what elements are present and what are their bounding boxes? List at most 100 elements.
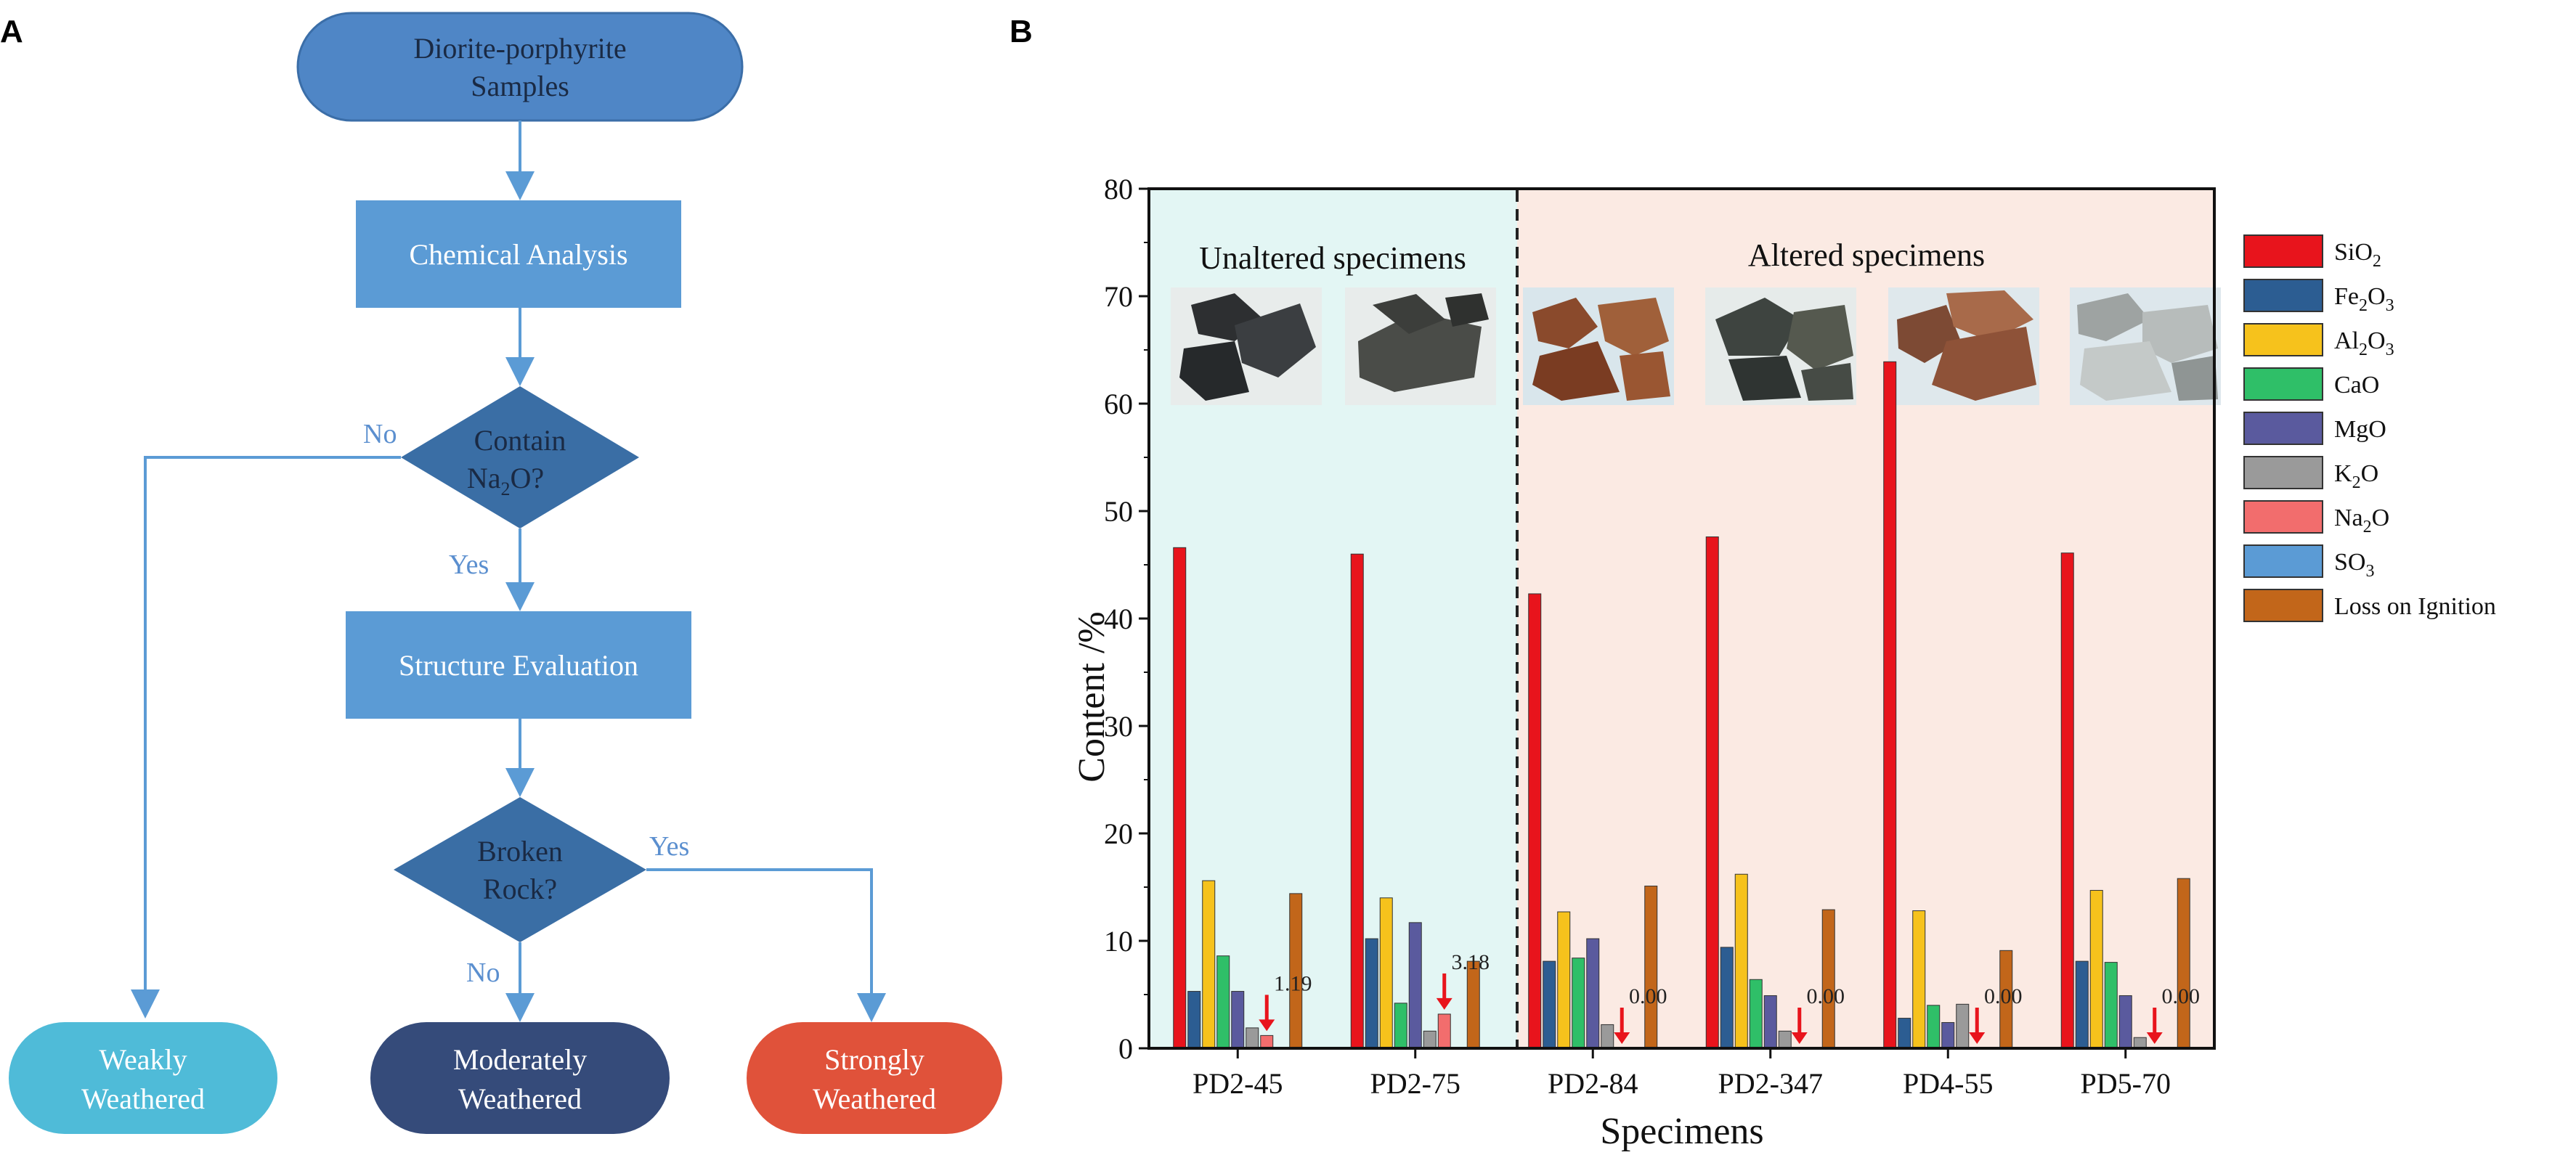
legend-label: MgO (2334, 416, 2386, 443)
bar-k2o-pd2-347 (1778, 1030, 1792, 1049)
bar-fe2o3-pd2-84 (1543, 960, 1556, 1049)
bar-cao-pd2-84 (1572, 958, 1585, 1049)
x-tick-label: PD2-347 (1718, 1067, 1823, 1100)
x-tick-label: PD2-45 (1192, 1067, 1283, 1100)
rock-shape (1358, 312, 1482, 392)
chemical-analysis-node: Chemical Analysis (356, 200, 681, 308)
bar-fe2o3-pd2-45 (1187, 991, 1201, 1049)
rock-shape (2077, 293, 2150, 341)
bar-loss-on-ignition-pd2-347 (1821, 909, 1835, 1049)
weakly-line2: Weathered (81, 1082, 205, 1115)
legend-label: K2O (2334, 460, 2378, 492)
bar-al2o3-pd4-55 (1912, 910, 1926, 1049)
bar-loss-on-ignition-pd5-70 (2177, 878, 2190, 1049)
decision-contain-line1: Contain (474, 424, 566, 457)
arrow-yes-to-strong (646, 868, 886, 1022)
start-node-line1: Diorite-porphyrite (413, 32, 626, 65)
na2o-annotation-label: 3.18 (1452, 950, 1490, 974)
rock-shape (1620, 351, 1670, 401)
legend-swatch (2243, 589, 2323, 622)
legend-swatch (2243, 234, 2323, 268)
bar-fe2o3-pd4-55 (1898, 1018, 1911, 1049)
legend-label: Fe2O3 (2334, 283, 2394, 315)
legend-label: Loss on Ignition (2334, 593, 2496, 620)
weakly-line1: Weakly (99, 1043, 187, 1076)
chemical-analysis-label: Chemical Analysis (409, 238, 627, 271)
rock-shape (1179, 341, 1249, 401)
structure-evaluation-shape (346, 611, 691, 719)
bar-mgo-pd2-45 (1231, 991, 1245, 1049)
bar-cao-pd4-55 (1927, 1005, 1941, 1049)
legend-label: SiO2 (2334, 239, 2381, 271)
y-axis: 0 10 20 30 40 50 60 70 80 (1104, 173, 1149, 1065)
decision-contain-na2o-shape (401, 386, 639, 528)
y-axis-title: Content /% (1071, 611, 1113, 782)
bar-marks (1173, 361, 2190, 1049)
panel-b-chart: B Unaltered specimens Altered specimens (1009, 14, 2569, 1152)
moderately-line2: Weathered (458, 1082, 582, 1115)
decision-contain-na2o: Contain Na2O? (401, 386, 639, 528)
na2o-annotation-arrowhead (1436, 997, 1452, 1010)
bar-fe2o3-pd2-75 (1365, 938, 1378, 1049)
rock-photo-pd5-70 (2070, 287, 2221, 405)
bar-cao-pd2-75 (1394, 1003, 1407, 1049)
y-tick-label: 40 (1104, 603, 1133, 635)
bar-na2o-pd2-75 (1437, 1013, 1451, 1049)
bar-cao-pd2-45 (1216, 955, 1230, 1049)
x-tick-label: PD4-55 (1903, 1067, 1993, 1100)
strongly-weathered-node: Strongly Weathered (747, 1022, 1002, 1134)
bar-k2o-pd2-75 (1423, 1030, 1437, 1049)
o-text: O? (511, 462, 545, 494)
chemical-analysis-shape (356, 200, 681, 308)
x-tick-label: PD2-84 (1548, 1067, 1638, 1100)
arrow-no-to-weak (131, 456, 401, 1019)
decision-broken-rock: Broken Rock? (394, 797, 646, 942)
decision-broken-line2: Rock? (483, 873, 557, 905)
bar-sio2-pd5-70 (2060, 552, 2074, 1049)
na2o-annotation-arrowhead (1259, 1019, 1275, 1032)
rock-shape (1532, 341, 1620, 401)
na2o-annotation-arrowhead (2146, 1032, 2163, 1044)
y-tick-label: 30 (1104, 710, 1133, 743)
na2o-annotation-arrowhead (1791, 1032, 1808, 1044)
weakly-weathered-node: Weakly Weathered (9, 1022, 277, 1134)
decision-broken-line1: Broken (477, 835, 563, 868)
na2o-annotation-label: 0.00 (1629, 984, 1667, 1008)
rock-shape (2080, 341, 2171, 401)
x-tick-label: PD2-75 (1370, 1067, 1460, 1100)
bar-al2o3-pd2-75 (1379, 897, 1393, 1049)
bar-na2o-pd2-45 (1260, 1034, 1274, 1049)
panel-a-flowchart: A Diorite-porphyrite Samples Chemical An… (0, 12, 1002, 1134)
na2o-annotation-label: 0.00 (2162, 984, 2201, 1008)
bar-fe2o3-pd2-347 (1720, 947, 1734, 1049)
bar-al2o3-pd5-70 (2089, 889, 2103, 1049)
x-tick-label: PD5-70 (2081, 1067, 2171, 1100)
legend-swatch (2243, 323, 2323, 356)
bar-al2o3-pd2-45 (1202, 880, 1216, 1049)
y-tick-label: 60 (1104, 388, 1133, 420)
bar-mgo-pd5-70 (2118, 995, 2132, 1049)
legend-label: CaO (2334, 372, 2379, 399)
bar-cao-pd2-347 (1749, 979, 1763, 1049)
bar-cao-pd5-70 (2104, 962, 2118, 1049)
rock-photo-pd2-75 (1345, 287, 1496, 405)
na-sub: 2 (501, 478, 511, 499)
bar-loss-on-ignition-pd2-84 (1644, 886, 1658, 1049)
legend-label: Al2O3 (2334, 327, 2394, 359)
rock-shape (1598, 298, 1669, 356)
rock-photo-pd4-55 (1888, 287, 2039, 405)
bar-al2o3-pd2-84 (1557, 911, 1571, 1049)
moderately-weathered-shape (370, 1022, 670, 1134)
strongly-line1: Strongly (824, 1043, 925, 1076)
panel-b-label: B (1009, 14, 1033, 49)
rock-shape (1532, 298, 1598, 348)
bar-mgo-pd4-55 (1941, 1021, 1955, 1049)
strongly-line2: Weathered (813, 1082, 936, 1115)
na2o-annotations: 1.19 3.18 0.00 0.00 0.00 0.00 (1259, 950, 2200, 1044)
unaltered-region-title: Unaltered specimens (1199, 240, 1466, 276)
na2o-annotation-label: 1.19 (1274, 971, 1312, 995)
bar-sio2-pd4-55 (1883, 361, 1897, 1049)
edge-label-no-1: No (363, 419, 397, 449)
start-node-line2: Samples (471, 70, 569, 102)
rock-shape (2142, 305, 2218, 363)
